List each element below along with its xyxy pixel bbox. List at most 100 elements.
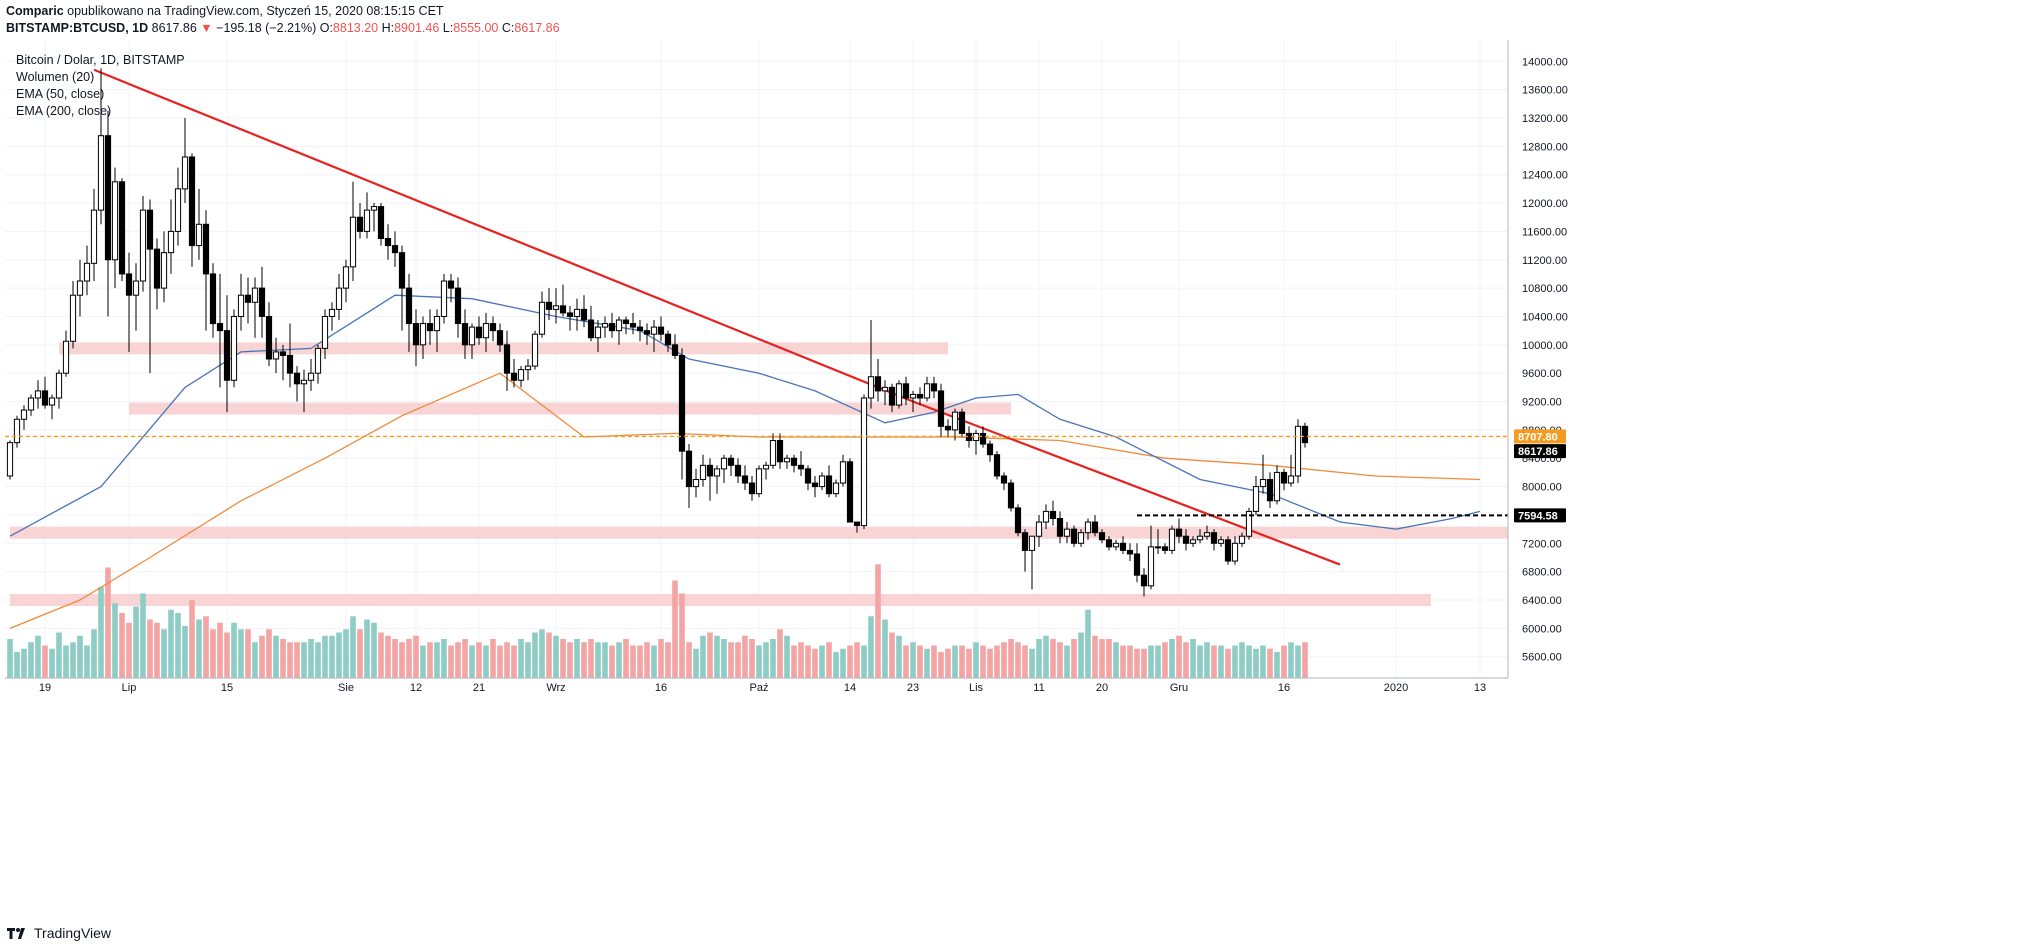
- candle-body: [979, 432, 987, 445]
- volume-bar: [1015, 642, 1021, 678]
- tradingview-logo-icon[interactable]: [6, 926, 28, 940]
- volume-bar: [301, 642, 307, 678]
- price-tick-label: 11200.00: [1522, 255, 1567, 267]
- volume-bar: [294, 642, 300, 678]
- volume-bar: [728, 642, 734, 678]
- candle-body: [1175, 528, 1183, 537]
- candle-body: [916, 393, 924, 399]
- volume-bar: [721, 639, 727, 678]
- candle-body: [1035, 521, 1043, 537]
- candle-body: [797, 464, 805, 470]
- down-arrow-icon: ▼: [200, 21, 213, 35]
- legend-volume[interactable]: Wolumen (20): [16, 70, 95, 84]
- price-tick-label: 8000.00: [1522, 482, 1562, 494]
- volume-bar: [238, 629, 244, 678]
- candle-body: [762, 464, 770, 470]
- price-label-text: 7594.58: [1518, 510, 1558, 522]
- volume-bar: [581, 642, 587, 678]
- volume-bar: [245, 629, 251, 678]
- candle-body: [132, 280, 140, 296]
- volume-bar: [1281, 645, 1287, 678]
- author-name[interactable]: Comparic: [6, 4, 64, 18]
- volume-bar: [1141, 648, 1147, 678]
- candle-body: [1273, 471, 1281, 502]
- price-tick-label: 12400.00: [1522, 170, 1568, 182]
- candle-body: [496, 330, 504, 346]
- volume-bar: [1029, 648, 1035, 678]
- candle-body: [118, 181, 126, 275]
- candle-body: [895, 383, 903, 406]
- volume-bar: [896, 635, 902, 678]
- candlestick-chart[interactable]: 5600.006000.006400.006800.007200.007600.…: [5, 40, 2035, 927]
- support-resistance-zone: [59, 342, 948, 355]
- candle-body: [188, 156, 196, 247]
- volume-bar: [378, 632, 384, 678]
- candle-body: [1021, 532, 1029, 551]
- volume-bar: [259, 635, 265, 678]
- candle-body: [811, 482, 819, 488]
- price-label-box: [1514, 429, 1566, 444]
- candle-body: [223, 330, 231, 381]
- candle-body: [181, 156, 189, 190]
- volume-bar: [1113, 642, 1119, 678]
- candle-body: [853, 521, 861, 527]
- candle-body: [1161, 546, 1169, 551]
- time-tick-label: 20: [1096, 682, 1108, 694]
- volume-bar: [98, 587, 104, 678]
- candle-body: [349, 216, 357, 268]
- candle-body: [580, 308, 588, 321]
- price-tick-label: 13200.00: [1522, 113, 1568, 125]
- candle-body: [1077, 532, 1085, 544]
- candle-body: [97, 135, 105, 211]
- candle-body: [209, 273, 217, 325]
- volume-bar: [1288, 642, 1294, 678]
- ema200-line: [9, 372, 1481, 630]
- candle-body: [1007, 482, 1015, 509]
- volume-bar: [735, 642, 741, 678]
- open-label: O:: [319, 21, 333, 35]
- volume-bar: [161, 629, 167, 678]
- candle-body: [475, 326, 483, 339]
- candle-body: [1203, 532, 1211, 537]
- legend-ema200[interactable]: EMA (200, close): [16, 104, 112, 118]
- legend-ema50[interactable]: EMA (50, close): [16, 87, 105, 101]
- footer-brand[interactable]: TradingView: [34, 925, 112, 941]
- candle-body: [335, 287, 343, 310]
- candle-body: [1091, 521, 1099, 534]
- candle-body: [538, 301, 546, 335]
- candle-body: [734, 464, 742, 477]
- candle-body: [559, 305, 567, 314]
- volume-bar: [1274, 652, 1280, 678]
- volume-bar: [805, 645, 811, 678]
- legend-title[interactable]: Bitcoin / Dolar, 1D, BITSTAMP: [16, 53, 185, 67]
- candle-body: [657, 326, 665, 335]
- volume-bar: [924, 648, 930, 678]
- volume-bar: [252, 642, 258, 678]
- candle-body: [818, 475, 826, 488]
- open-value: 8813.20: [332, 21, 379, 35]
- time-tick-label: Lis: [969, 682, 984, 694]
- volume-bar: [651, 645, 657, 678]
- low-label: L:: [442, 21, 454, 35]
- volume-bar: [1008, 639, 1014, 678]
- candle-body: [706, 464, 714, 477]
- volume-bar: [945, 648, 951, 678]
- volume-bar: [637, 645, 643, 678]
- chart-frame[interactable]: 5600.006000.006400.006800.007200.007600.…: [5, 40, 2035, 927]
- volume-bar: [875, 564, 881, 678]
- high-value: 8901.46: [394, 21, 440, 35]
- candle-body: [69, 294, 77, 342]
- volume-bar: [910, 642, 916, 678]
- volume-bar: [714, 635, 720, 678]
- volume-bar: [511, 645, 517, 678]
- volume-bar: [1036, 639, 1042, 678]
- candle-body: [1189, 539, 1197, 544]
- ohlc-line: BITSTAMP:BTCUSD, 1D 8617.86 ▼ −195.18 (−…: [6, 21, 560, 35]
- chart-legend: Bitcoin / Dolar, 1D, BITSTAMP Wolumen (2…: [16, 52, 185, 120]
- candle-body: [1098, 532, 1106, 541]
- candle-body: [1280, 471, 1288, 484]
- time-tick-label: 19: [39, 682, 51, 694]
- candle-body: [503, 344, 511, 374]
- trendline: [912, 400, 1341, 566]
- candle-body: [125, 273, 133, 296]
